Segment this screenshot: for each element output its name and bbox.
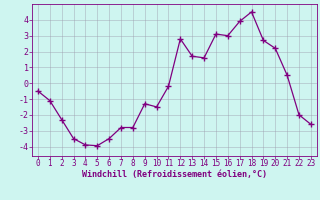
X-axis label: Windchill (Refroidissement éolien,°C): Windchill (Refroidissement éolien,°C) — [82, 170, 267, 179]
